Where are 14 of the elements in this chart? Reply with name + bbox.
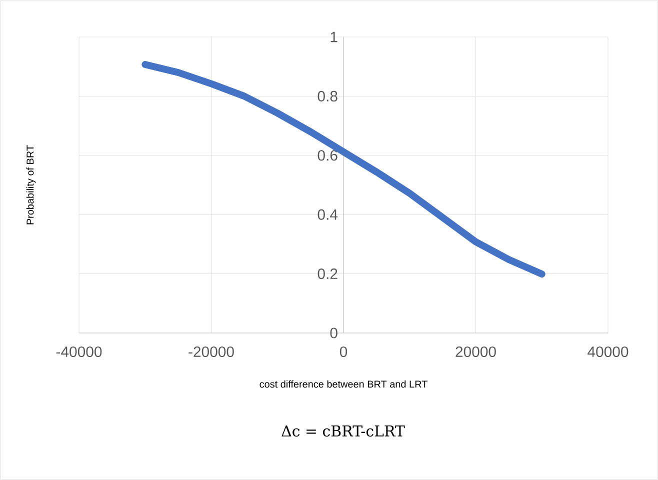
x-tick-label: 0 xyxy=(340,346,348,358)
y-tick-label: 0.8 xyxy=(318,90,338,102)
y-tick-label: 0.6 xyxy=(318,150,338,161)
y-axis-title: Probability of BRT xyxy=(26,145,36,224)
y-tick-label: 1 xyxy=(330,32,338,42)
x-tick-label: -20000 xyxy=(188,346,234,358)
y-tick-label: 0.4 xyxy=(318,209,338,220)
x-axis-title: cost difference between BRT and LRT xyxy=(260,380,428,388)
x-tick-label: 40000 xyxy=(588,346,628,358)
x-tick-label: 20000 xyxy=(456,346,496,358)
text: Δc = cBRT-cLRT xyxy=(282,426,405,437)
x-tick-label: -40000 xyxy=(56,346,102,358)
y-tick-label: 0.2 xyxy=(318,268,338,280)
y-tick-label: 0 xyxy=(330,328,338,338)
